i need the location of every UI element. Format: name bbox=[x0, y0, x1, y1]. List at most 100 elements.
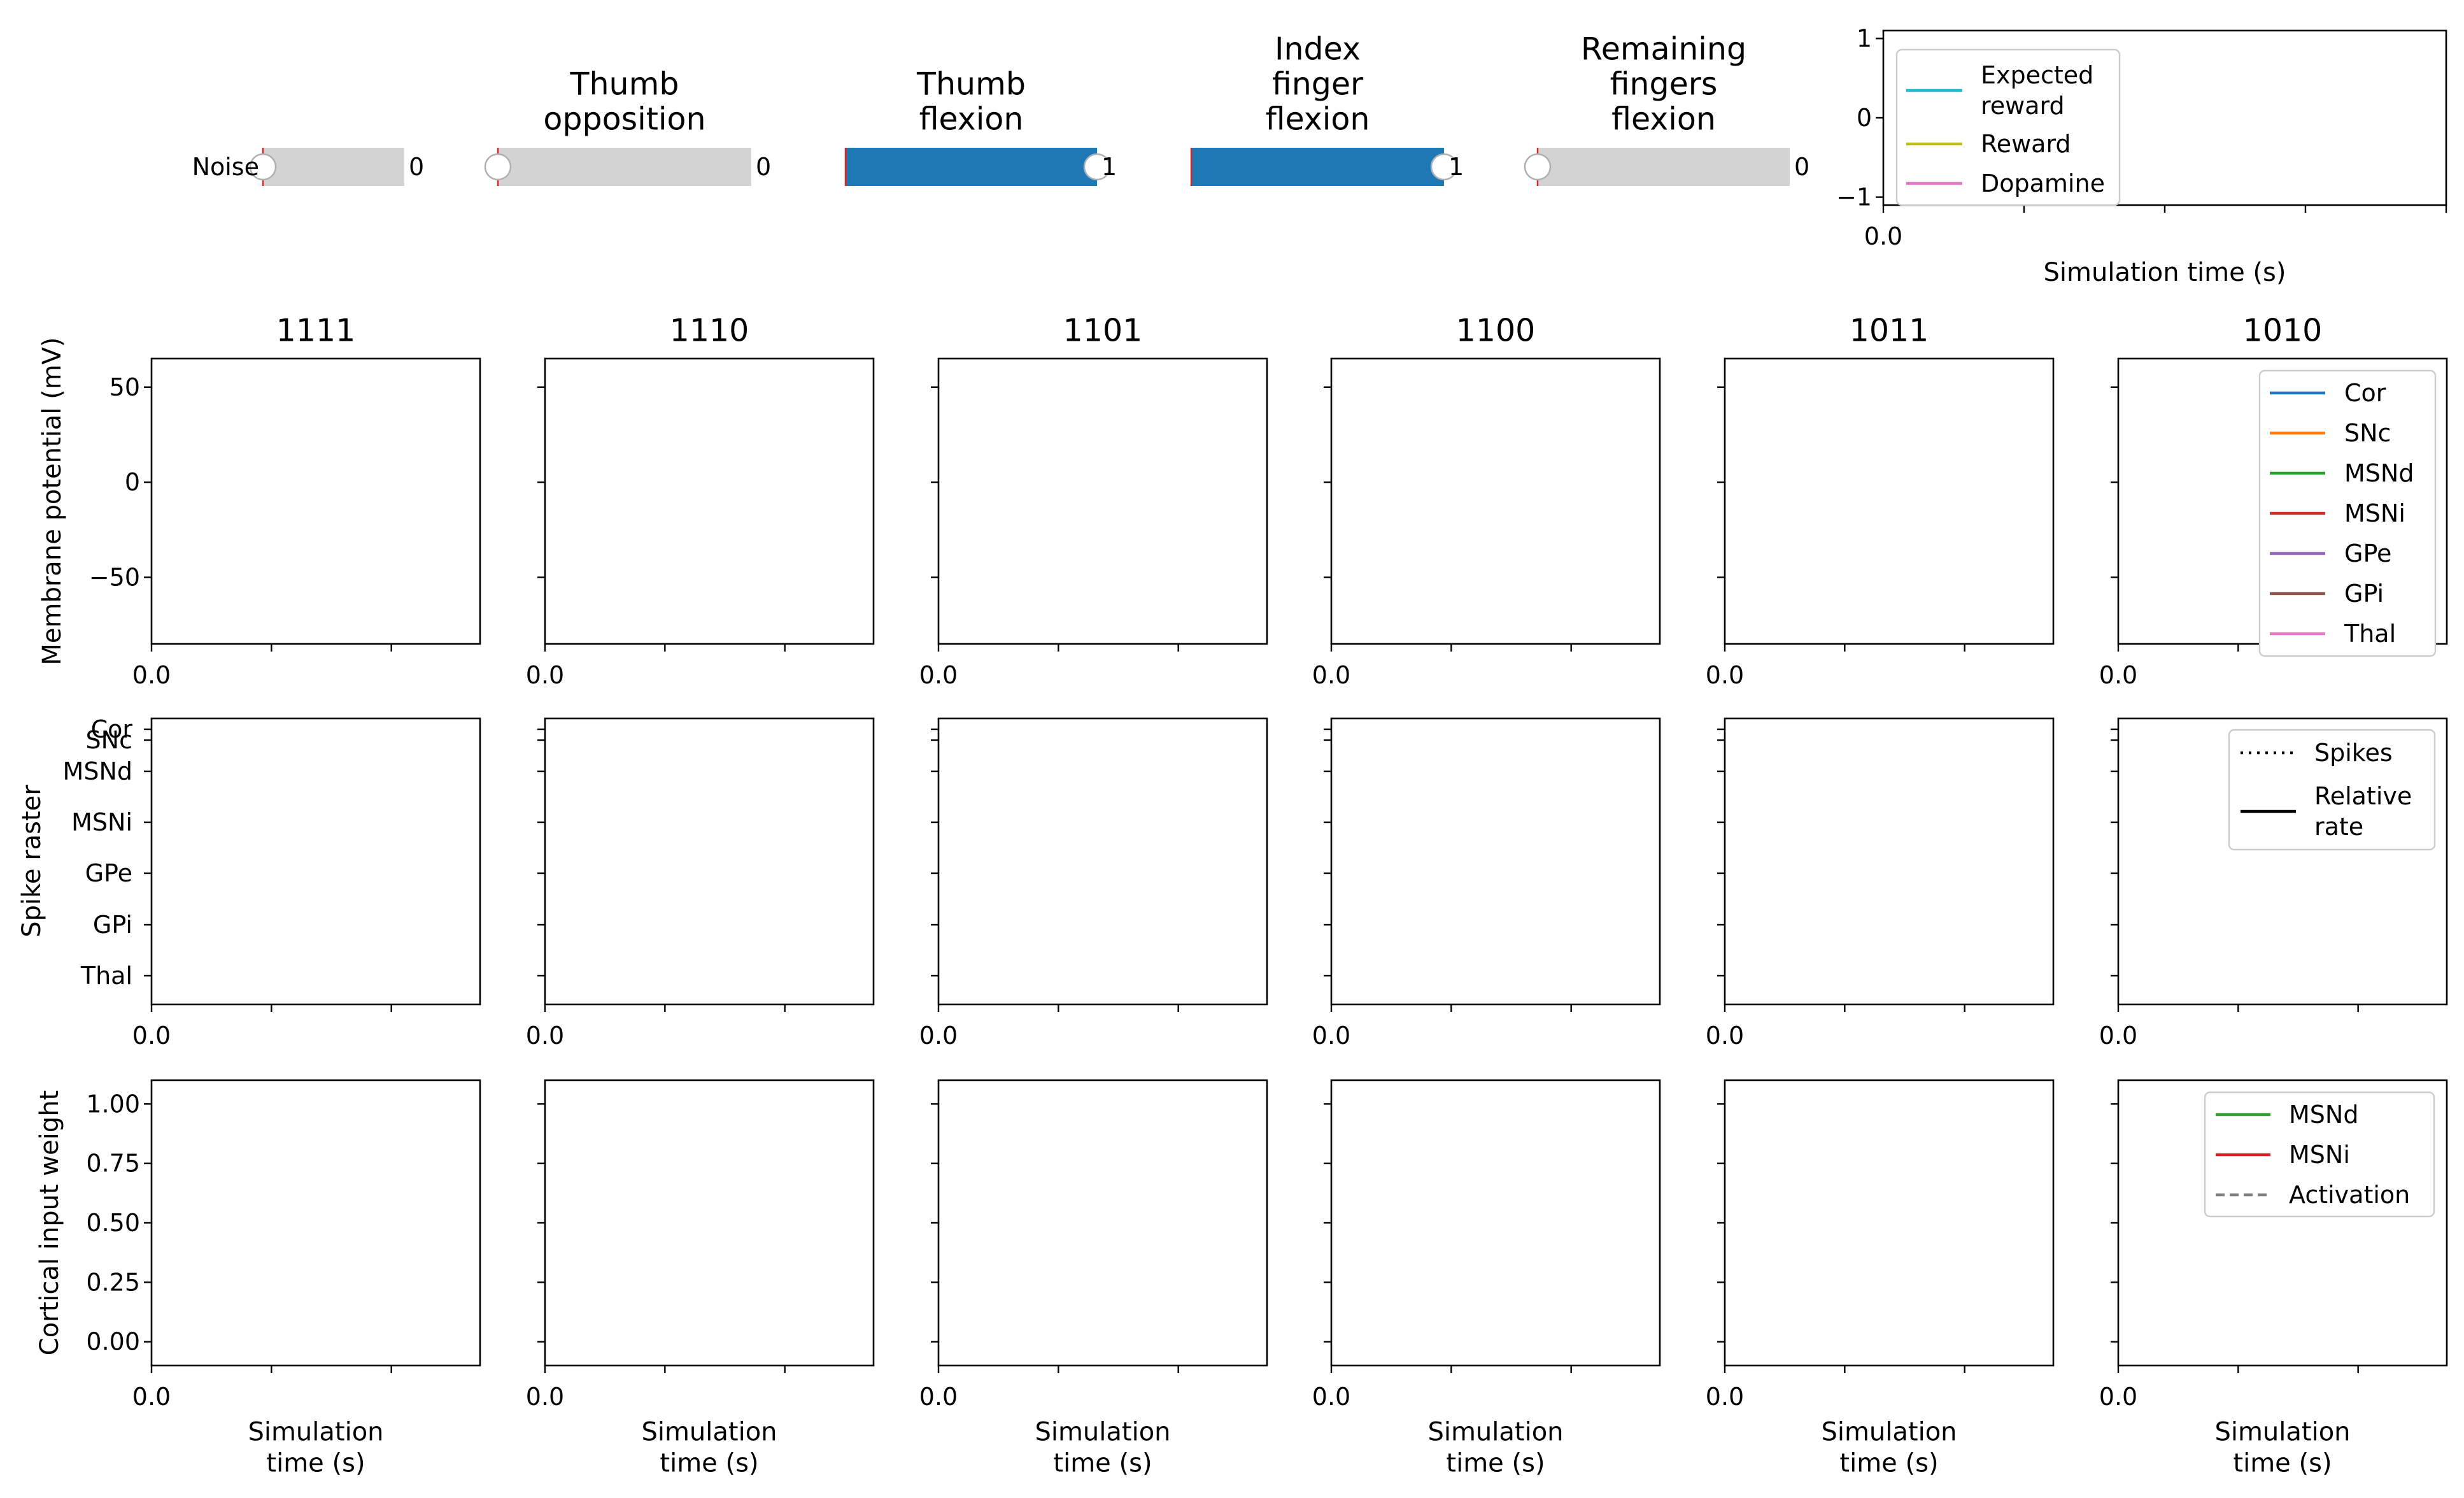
y-tick-label: 0 bbox=[125, 468, 140, 496]
panel-title: 1011 bbox=[1850, 313, 1929, 349]
x-tick-label: 0.0 bbox=[132, 1022, 171, 1050]
membrane-panel-1: 0.0 bbox=[526, 357, 875, 689]
x-tick-label: 0.0 bbox=[1706, 661, 1744, 689]
y-tick-label: −50 bbox=[89, 563, 140, 591]
axes-frame bbox=[1330, 1079, 1661, 1367]
legend-box bbox=[2228, 729, 2436, 851]
legend-entry: Cor bbox=[2344, 379, 2386, 407]
y-tick-label: 1.00 bbox=[86, 1090, 140, 1118]
legend-entry: MSNd bbox=[2289, 1101, 2358, 1129]
axes-frame bbox=[150, 717, 481, 1006]
panel-title: 1101 bbox=[1063, 313, 1143, 349]
axes-frame bbox=[544, 357, 875, 645]
x-axis-label: Simulation time (s) bbox=[2044, 258, 2286, 287]
slider-handle[interactable] bbox=[484, 153, 512, 181]
x-axis-label: Simulation time (s) bbox=[1821, 1418, 1957, 1478]
slider-handle[interactable] bbox=[249, 153, 277, 181]
axes-frame bbox=[150, 357, 481, 645]
slider-fill bbox=[1191, 148, 1444, 186]
slider-1[interactable]: 0 Thumb opposition bbox=[484, 66, 771, 187]
x-axis-label: Simulation time (s) bbox=[1427, 1418, 1563, 1478]
x-tick-label: 0.0 bbox=[919, 1383, 958, 1411]
slider-value: 0 bbox=[409, 153, 424, 181]
slider-label: Noise bbox=[192, 153, 259, 181]
y-tick-label: Thal bbox=[80, 962, 132, 990]
weight-panel-0: 0.0 1.00 0.75 0.50 0.25 0.00 Simulation time (s… bbox=[86, 1079, 481, 1478]
axes-frame bbox=[937, 1079, 1268, 1367]
panel-title: 1010 bbox=[2243, 313, 2323, 349]
slider-3[interactable]: 1 Index finger flexion bbox=[1190, 31, 1464, 187]
x-tick-label: 0.0 bbox=[1312, 1383, 1350, 1411]
axes-frame bbox=[1330, 717, 1661, 1006]
legend-entry: Expected reward bbox=[1981, 61, 2093, 120]
y-axis-label: Spike raster bbox=[17, 785, 46, 938]
weight-legend: MSNd MSNi Activation bbox=[2204, 1091, 2435, 1218]
x-tick-label: 0.0 bbox=[2099, 1022, 2137, 1050]
x-axis-label: Simulation time (s) bbox=[641, 1418, 777, 1478]
x-tick-label: 0.0 bbox=[132, 661, 171, 689]
y-tick-label: SNc bbox=[86, 726, 132, 754]
legend-entry: Reward bbox=[1981, 130, 2071, 158]
legend-box bbox=[1895, 48, 2121, 206]
axes-frame bbox=[1724, 357, 2055, 645]
panel-title: 1111 bbox=[276, 313, 356, 349]
slider-0[interactable]: 0 Noise bbox=[192, 148, 425, 186]
y-axis-label: Membrane potential (mV) bbox=[38, 337, 67, 665]
y-tick-label: 0.75 bbox=[86, 1150, 140, 1178]
y-tick-label: 0.50 bbox=[86, 1209, 140, 1237]
slider-track[interactable] bbox=[263, 148, 404, 186]
slider-value: 1 bbox=[1448, 153, 1464, 181]
legend-entry: Thal bbox=[2344, 620, 2396, 648]
y-tick-label: MSNi bbox=[71, 808, 132, 836]
x-tick-label: 0.0 bbox=[526, 1383, 564, 1411]
axes-frame bbox=[2117, 717, 2448, 1006]
x-axis-label: Simulation time (s) bbox=[248, 1418, 383, 1478]
weight-panel-4: 0.0 Simulation time (s) bbox=[1706, 1079, 2055, 1478]
panel-title: 1100 bbox=[1456, 313, 1536, 349]
axes-frame bbox=[544, 1079, 875, 1367]
x-tick-label: 0.0 bbox=[526, 1022, 564, 1050]
legend-box bbox=[2204, 1091, 2435, 1218]
slider-fill bbox=[846, 148, 1097, 186]
y-tick-label: −1 bbox=[1836, 183, 1872, 211]
y-tick-label: 0.00 bbox=[86, 1328, 140, 1356]
slider-4[interactable]: 0 Remaining fingers flexion bbox=[1524, 31, 1809, 187]
legend-entry: Activation bbox=[2289, 1181, 2410, 1209]
axes-frame bbox=[937, 717, 1268, 1006]
x-tick-label: 0.0 bbox=[919, 661, 958, 689]
y-tick-label: 1 bbox=[1857, 24, 1872, 52]
x-tick-label: 0.0 bbox=[1312, 1022, 1350, 1050]
axes-frame bbox=[1724, 1079, 2055, 1367]
slider-handle[interactable] bbox=[1430, 153, 1458, 181]
legend-entry: SNc bbox=[2344, 419, 2391, 447]
slider-handle[interactable] bbox=[1083, 153, 1111, 181]
axes-frame bbox=[1724, 717, 2055, 1006]
x-axis-label: Simulation time (s) bbox=[1035, 1418, 1170, 1478]
weight-panel-1: 0.0 Simulation time (s) bbox=[526, 1079, 875, 1478]
reward-plot: −1 0 1 0.0 Simulation time (s) Expected reward… bbox=[1836, 24, 2447, 287]
raster-legend: Spikes Relative rate bbox=[2228, 729, 2436, 851]
x-tick-label: 0.0 bbox=[2099, 1383, 2137, 1411]
x-tick-label: 0.0 bbox=[526, 661, 564, 689]
x-tick-label: 0.0 bbox=[1312, 661, 1350, 689]
legend-entry: MSNi bbox=[2344, 499, 2405, 527]
axes-frame bbox=[1330, 357, 1661, 645]
slider-handle[interactable] bbox=[1524, 153, 1552, 181]
raster-panel-5: 0.0 bbox=[2099, 717, 2448, 1050]
slider-title: Thumb flexion bbox=[916, 66, 1026, 138]
y-axis-label: Cortical input weight bbox=[35, 1090, 64, 1355]
slider-2[interactable]: 1 Thumb flexion bbox=[844, 66, 1117, 187]
slider-track[interactable] bbox=[498, 148, 751, 186]
slider-value: 0 bbox=[1794, 153, 1809, 181]
x-tick-label: 0.0 bbox=[919, 1022, 958, 1050]
y-tick-label: 0.25 bbox=[86, 1268, 140, 1296]
axes-frame bbox=[937, 357, 1268, 645]
x-tick-label: 0.0 bbox=[1706, 1022, 1744, 1050]
slider-title: Index finger flexion bbox=[1266, 31, 1370, 138]
slider-track[interactable] bbox=[1538, 148, 1790, 186]
x-tick-label: 0.0 bbox=[132, 1383, 171, 1411]
x-tick-label: 0.0 bbox=[1864, 222, 1902, 250]
legend-entry: Dopamine bbox=[1981, 169, 2105, 197]
